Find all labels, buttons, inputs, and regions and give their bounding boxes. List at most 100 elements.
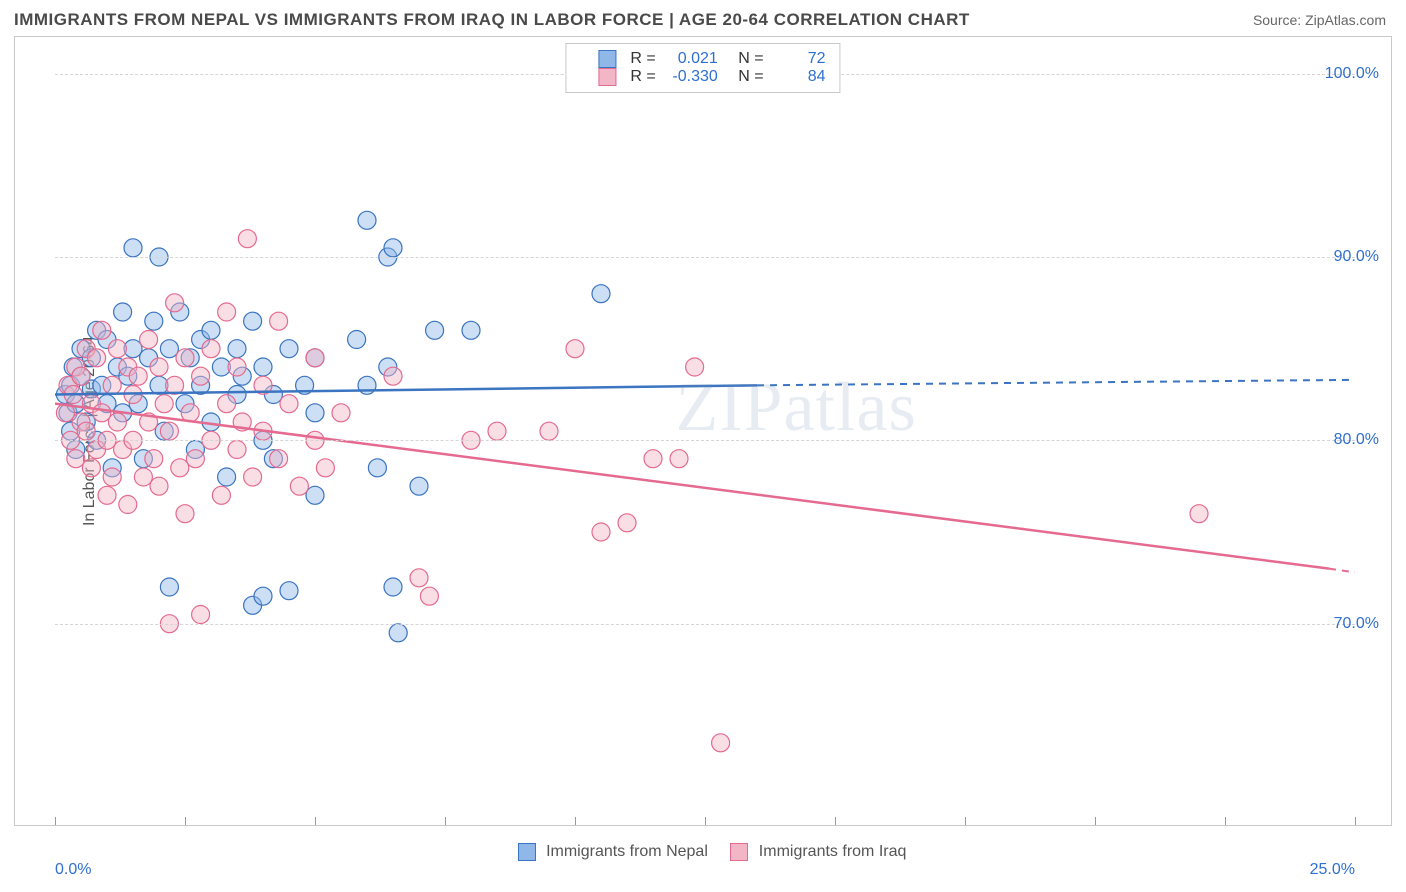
data-point	[103, 468, 121, 486]
data-point	[712, 734, 730, 752]
data-point	[150, 477, 168, 495]
data-point	[124, 239, 142, 257]
swatch-nepal	[518, 843, 536, 861]
data-point	[228, 441, 246, 459]
swatch-iraq	[730, 843, 748, 861]
trend-line	[55, 404, 1329, 569]
data-point	[254, 587, 272, 605]
data-point	[426, 321, 444, 339]
source-attribution: Source: ZipAtlas.com	[1253, 12, 1386, 28]
data-point	[77, 422, 95, 440]
data-point	[88, 349, 106, 367]
data-point	[244, 312, 262, 330]
series-legend: Immigrants from Nepal Immigrants from Ir…	[15, 843, 1391, 861]
data-point	[192, 367, 210, 385]
x-tick	[1225, 817, 1226, 825]
data-point	[270, 312, 288, 330]
data-point	[670, 450, 688, 468]
legend-label-iraq: Immigrants from Iraq	[759, 843, 907, 860]
x-tick	[185, 817, 186, 825]
swatch-nepal	[598, 50, 616, 68]
data-point	[228, 340, 246, 358]
data-point	[72, 367, 90, 385]
data-point	[316, 459, 334, 477]
data-point	[1190, 505, 1208, 523]
y-tick-label: 70.0%	[1334, 615, 1379, 633]
data-point	[290, 477, 308, 495]
data-point	[166, 294, 184, 312]
title-bar: IMMIGRANTS FROM NEPAL VS IMMIGRANTS FROM…	[0, 0, 1406, 36]
data-point	[270, 450, 288, 468]
trend-line-extrapolated	[1329, 569, 1355, 573]
data-point	[618, 514, 636, 532]
x-tick	[1355, 817, 1356, 825]
gridline	[55, 624, 1355, 625]
data-point	[384, 239, 402, 257]
data-point	[134, 468, 152, 486]
legend-label-nepal: Immigrants from Nepal	[546, 843, 708, 860]
data-point	[98, 486, 116, 504]
data-point	[228, 358, 246, 376]
data-point	[540, 422, 558, 440]
data-point	[202, 321, 220, 339]
data-point	[192, 606, 210, 624]
data-point	[306, 404, 324, 422]
data-point	[348, 331, 366, 349]
data-point	[82, 459, 100, 477]
data-point	[644, 450, 662, 468]
data-point	[254, 358, 272, 376]
data-point	[358, 211, 376, 229]
data-point	[410, 477, 428, 495]
swatch-iraq	[598, 68, 616, 86]
n-value-nepal: 72	[772, 50, 826, 68]
y-tick-label: 90.0%	[1334, 248, 1379, 266]
x-tick	[705, 817, 706, 825]
data-point	[592, 523, 610, 541]
data-point	[186, 450, 204, 468]
correlation-legend: R = 0.021 N = 72 R = -0.330 N = 84	[565, 43, 840, 93]
data-point	[129, 367, 147, 385]
n-value-iraq: 84	[772, 68, 826, 86]
data-point	[171, 459, 189, 477]
data-point	[160, 340, 178, 358]
data-point	[176, 505, 194, 523]
x-tick	[835, 817, 836, 825]
data-point	[145, 312, 163, 330]
chart-title: IMMIGRANTS FROM NEPAL VS IMMIGRANTS FROM…	[14, 10, 970, 30]
data-point	[93, 321, 111, 339]
data-point	[140, 331, 158, 349]
x-tick	[575, 817, 576, 825]
data-point	[384, 578, 402, 596]
data-point	[280, 340, 298, 358]
gridline	[55, 440, 1355, 441]
data-point	[202, 340, 220, 358]
data-point	[686, 358, 704, 376]
r-label: R =	[630, 68, 655, 86]
data-point	[592, 285, 610, 303]
data-point	[218, 303, 236, 321]
data-point	[420, 587, 438, 605]
data-point	[306, 486, 324, 504]
data-point	[280, 582, 298, 600]
x-tick	[315, 817, 316, 825]
data-point	[218, 468, 236, 486]
legend-row-nepal: R = 0.021 N = 72	[580, 50, 825, 68]
data-point	[212, 486, 230, 504]
data-point	[93, 404, 111, 422]
x-tick	[55, 817, 56, 825]
r-value-nepal: 0.021	[664, 50, 718, 68]
n-label: N =	[738, 50, 763, 68]
trend-line-extrapolated	[757, 380, 1355, 386]
n-label: N =	[738, 68, 763, 86]
data-point	[566, 340, 584, 358]
y-tick-label: 100.0%	[1325, 65, 1379, 83]
data-point	[108, 340, 126, 358]
data-point	[155, 395, 173, 413]
data-point	[332, 404, 350, 422]
data-point	[389, 624, 407, 642]
source-link[interactable]: ZipAtlas.com	[1305, 12, 1386, 28]
data-point	[145, 450, 163, 468]
data-point	[150, 358, 168, 376]
r-label: R =	[630, 50, 655, 68]
scatter-plot-svg	[55, 37, 1355, 807]
